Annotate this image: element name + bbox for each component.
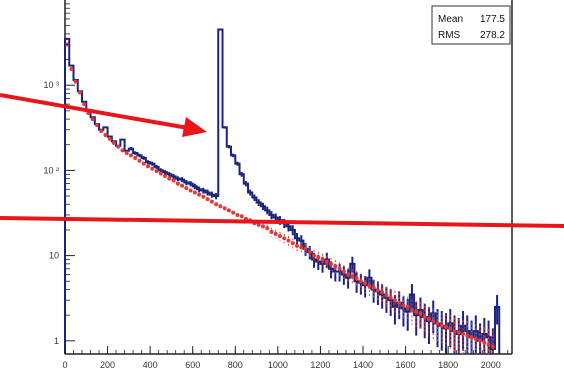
y-tick-label: 10	[49, 251, 59, 261]
marker-point	[333, 264, 338, 269]
marker-point	[128, 153, 133, 158]
marker-point	[329, 261, 334, 266]
marker-point	[218, 204, 223, 209]
annotation-horizontal-line	[0, 216, 564, 228]
x-tick-label: 400	[143, 360, 158, 370]
marker-point	[197, 192, 202, 197]
marker-point	[214, 202, 219, 207]
marker-point	[94, 123, 99, 128]
annotation-arrow-head	[182, 117, 207, 137]
marker-point	[465, 333, 470, 338]
marker-point	[137, 158, 142, 163]
marker-point	[222, 206, 227, 211]
x-tick-label: 1800	[438, 360, 458, 370]
y-tick-label: 10 ²	[43, 165, 59, 175]
x-tick-label: 600	[185, 360, 200, 370]
annotation-arrow-shaft	[0, 93, 189, 130]
stats-mean-label: Mean	[438, 14, 463, 25]
marker-point	[231, 210, 236, 215]
marker-point	[192, 190, 197, 195]
marker-point	[469, 335, 474, 340]
marker-point	[77, 90, 82, 95]
marker-point	[486, 342, 491, 347]
marker-point	[184, 186, 189, 191]
marker-point	[171, 178, 176, 183]
marker-point	[256, 222, 261, 227]
marker-point	[133, 155, 138, 160]
x-tick-label: 0	[62, 360, 67, 370]
marker-point	[354, 276, 359, 281]
marker-point	[69, 66, 74, 71]
marker-point	[82, 102, 87, 107]
y-tick-label: 1	[54, 336, 59, 346]
marker-point	[405, 304, 410, 309]
marker-point	[235, 212, 240, 217]
marker-point	[473, 336, 478, 341]
marker-point	[188, 188, 193, 193]
x-tick-label: 800	[228, 360, 243, 370]
marker-point	[111, 140, 116, 145]
marker-point	[350, 274, 355, 279]
marker-point	[103, 133, 108, 138]
stats-rms-value: 278.2	[480, 30, 505, 41]
marker-point	[226, 208, 231, 213]
marker-point	[260, 224, 265, 229]
marker-point	[146, 164, 151, 169]
marker-point	[414, 309, 419, 314]
marker-point	[239, 214, 244, 219]
marker-point	[99, 129, 104, 134]
marker-point	[124, 151, 129, 156]
y-tick-label: 10 ³	[43, 80, 59, 90]
marker-point	[265, 226, 270, 231]
marker-point	[120, 148, 125, 153]
x-tick-label: 2000	[481, 360, 501, 370]
marker-point	[346, 272, 351, 277]
stats-mean-value: 177.5	[480, 14, 505, 25]
x-tick-label: 200	[100, 360, 115, 370]
marker-point	[167, 176, 172, 181]
marker-point	[367, 283, 372, 288]
stats-box	[431, 5, 511, 45]
marker-point	[422, 315, 427, 320]
x-tick-label: 1600	[396, 360, 416, 370]
x-tick-label: 1400	[353, 360, 373, 370]
marker-point	[90, 117, 95, 122]
marker-point	[358, 279, 363, 284]
stats-rms-label: RMS	[438, 30, 461, 41]
marker-point	[341, 269, 346, 274]
x-tick-label: 1200	[310, 360, 330, 370]
marker-point	[180, 183, 185, 188]
marker-point	[107, 136, 112, 141]
marker-point	[363, 281, 368, 286]
marker-point	[209, 199, 214, 204]
marker-point	[73, 79, 78, 84]
x-tick-label: 1000	[268, 360, 288, 370]
marker-point	[201, 194, 206, 199]
marker-point	[205, 197, 210, 202]
marker-point	[150, 166, 155, 171]
marker-point	[418, 311, 423, 316]
marker-point	[409, 307, 414, 312]
marker-point	[158, 171, 163, 176]
marker-point	[482, 340, 487, 345]
marker-point	[426, 317, 431, 322]
marker-point	[141, 161, 146, 166]
marker-point	[163, 173, 168, 178]
marker-point	[337, 266, 342, 271]
marker-point	[175, 181, 180, 186]
marker-point	[478, 338, 483, 343]
marker-point	[154, 169, 159, 174]
marker-point	[116, 144, 121, 149]
